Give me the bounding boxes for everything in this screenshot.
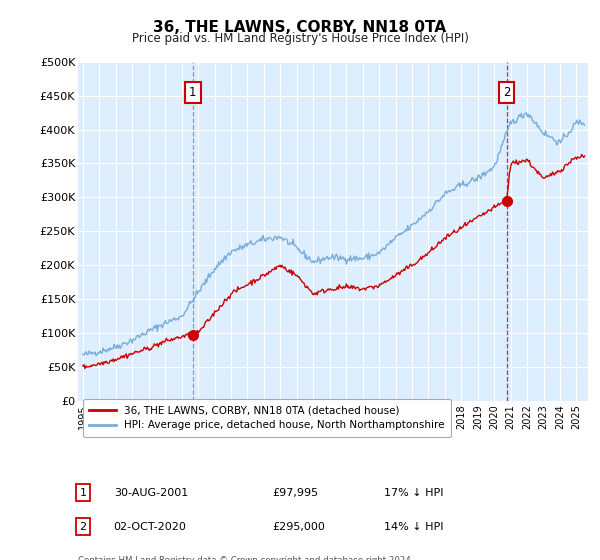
Text: 2: 2 xyxy=(80,522,86,531)
Text: 14% ↓ HPI: 14% ↓ HPI xyxy=(384,522,443,531)
Text: 30-AUG-2001: 30-AUG-2001 xyxy=(114,488,188,498)
Text: 17% ↓ HPI: 17% ↓ HPI xyxy=(384,488,443,498)
Legend: 36, THE LAWNS, CORBY, NN18 0TA (detached house), HPI: Average price, detached ho: 36, THE LAWNS, CORBY, NN18 0TA (detached… xyxy=(83,399,451,437)
Text: 1: 1 xyxy=(189,86,196,99)
Text: Contains HM Land Registry data © Crown copyright and database right 2024.
This d: Contains HM Land Registry data © Crown c… xyxy=(78,556,413,560)
Text: 36, THE LAWNS, CORBY, NN18 0TA: 36, THE LAWNS, CORBY, NN18 0TA xyxy=(154,20,446,35)
Text: £97,995: £97,995 xyxy=(272,488,318,498)
Text: £295,000: £295,000 xyxy=(272,522,325,531)
Text: 1: 1 xyxy=(80,488,86,498)
Text: 2: 2 xyxy=(503,86,511,99)
Text: Price paid vs. HM Land Registry's House Price Index (HPI): Price paid vs. HM Land Registry's House … xyxy=(131,32,469,45)
Text: 02-OCT-2020: 02-OCT-2020 xyxy=(114,522,187,531)
